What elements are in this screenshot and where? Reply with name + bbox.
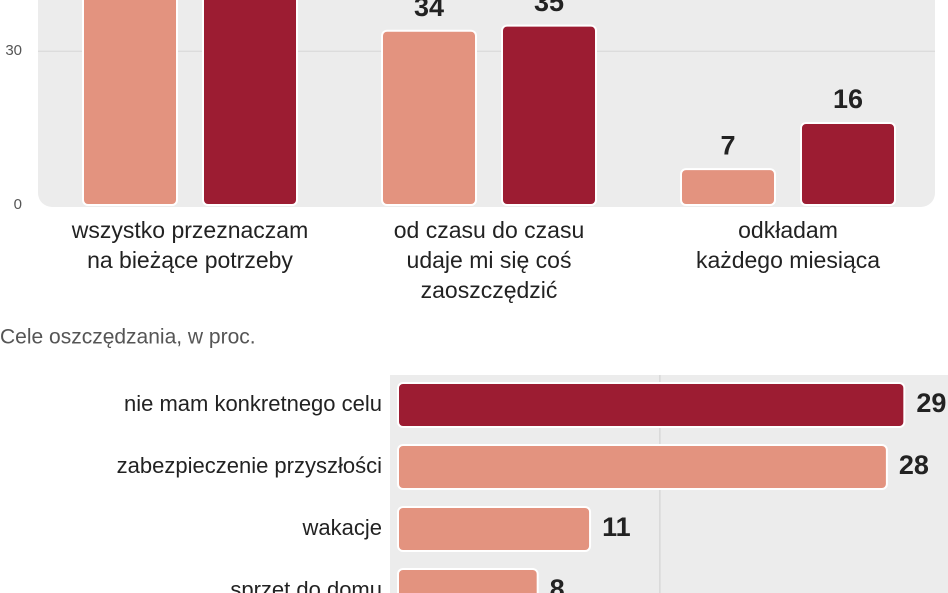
bar — [397, 382, 906, 428]
y-tick-label: wakacje — [302, 515, 382, 540]
y-tick-label: sprzęt do domu — [230, 577, 382, 593]
bar — [680, 168, 776, 206]
y-tick-label: 30 — [5, 42, 22, 59]
y-tick-label: 0 — [14, 196, 22, 213]
y-tick-label: nie mam konkretnego celu — [124, 391, 382, 416]
value-label: 7 — [720, 130, 735, 160]
y-tick-label: zabezpieczenie przyszłości — [117, 453, 382, 478]
value-label: 34 — [414, 0, 444, 22]
value-label: 8 — [550, 574, 565, 593]
x-tick-label: odkładam każdego miesiąca — [695, 217, 881, 273]
bar — [501, 24, 597, 206]
value-label: 28 — [899, 450, 929, 480]
subtitle: Cele oszczędzania, w proc. — [0, 326, 256, 349]
value-label: 11 — [602, 512, 631, 542]
x-tick-label: od czasu do czasu udaje mi się coś zaosz… — [393, 217, 585, 303]
x-tick-label: wszystko przeznaczam na bieżące potrzeby — [71, 217, 309, 273]
bar — [397, 444, 888, 490]
value-label: 29 — [916, 388, 946, 418]
bar — [397, 506, 592, 552]
value-label: 35 — [534, 0, 564, 17]
bar — [202, 0, 298, 206]
bar — [82, 0, 178, 206]
bar — [381, 29, 477, 206]
bar — [397, 568, 539, 593]
value-label: 16 — [833, 84, 863, 114]
bar — [800, 122, 896, 206]
